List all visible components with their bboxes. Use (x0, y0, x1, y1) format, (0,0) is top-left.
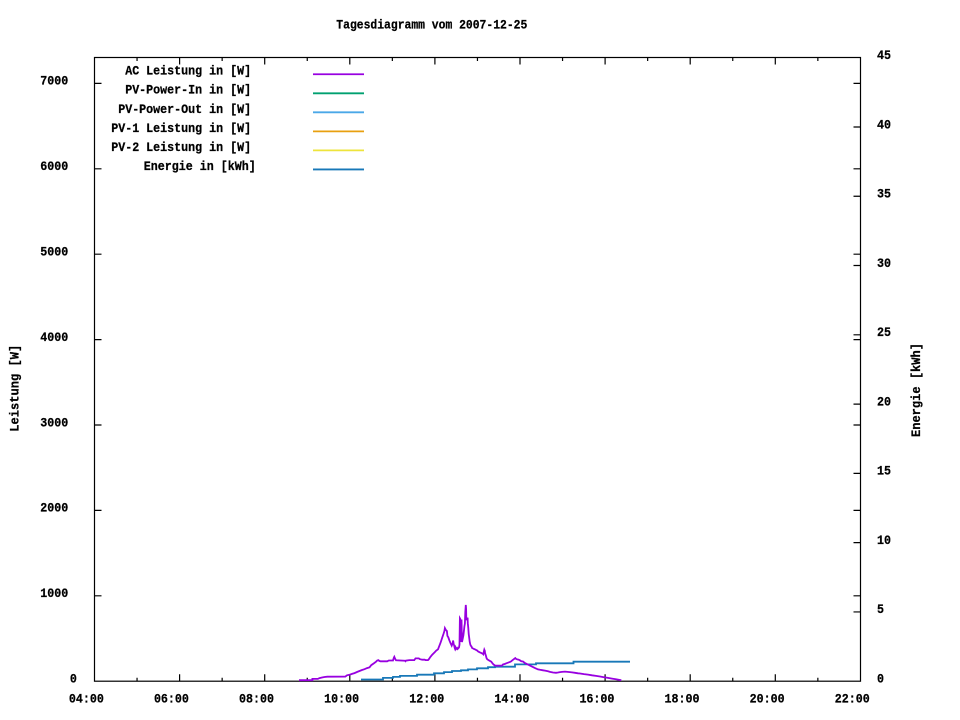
svg-text:20: 20 (877, 394, 891, 409)
svg-text:6000: 6000 (40, 159, 68, 174)
svg-text:PV-Power-Out in [W]: PV-Power-Out in [W] (118, 102, 251, 117)
svg-text:18:00: 18:00 (665, 691, 700, 706)
svg-text:Energie in [kWh]: Energie in [kWh] (144, 159, 256, 174)
svg-text:12:00: 12:00 (409, 691, 444, 706)
svg-text:08:00: 08:00 (239, 691, 274, 706)
svg-text:PV-Power-In in [W]: PV-Power-In in [W] (125, 83, 251, 98)
svg-text:04:00: 04:00 (69, 691, 104, 706)
svg-text:06:00: 06:00 (154, 691, 189, 706)
svg-text:PV-1 Leistung in [W]: PV-1 Leistung in [W] (111, 121, 251, 136)
svg-text:45: 45 (877, 48, 891, 63)
svg-text:10:00: 10:00 (324, 691, 359, 706)
svg-text:14:00: 14:00 (494, 691, 529, 706)
svg-text:25: 25 (877, 325, 891, 340)
svg-text:0: 0 (877, 672, 884, 687)
svg-text:10: 10 (877, 533, 891, 548)
svg-text:5: 5 (877, 602, 884, 617)
svg-text:PV-2 Leistung in [W]: PV-2 Leistung in [W] (111, 140, 251, 155)
svg-text:30: 30 (877, 256, 891, 271)
svg-text:7000: 7000 (40, 74, 68, 89)
svg-text:AC Leistung in [W]: AC Leistung in [W] (125, 64, 251, 79)
svg-text:4000: 4000 (40, 330, 68, 345)
svg-text:1000: 1000 (40, 586, 68, 601)
svg-text:3000: 3000 (40, 415, 68, 430)
svg-text:20:00: 20:00 (750, 691, 785, 706)
svg-text:Tagesdiagramm vom 2007-12-25: Tagesdiagramm vom 2007-12-25 (336, 18, 527, 33)
svg-text:Energie [kWh]: Energie [kWh] (909, 343, 924, 437)
svg-text:5000: 5000 (40, 245, 68, 260)
svg-text:Leistung [W]: Leistung [W] (8, 345, 23, 432)
svg-text:35: 35 (877, 187, 891, 202)
svg-text:2000: 2000 (40, 501, 68, 516)
svg-text:40: 40 (877, 117, 891, 132)
svg-text:16:00: 16:00 (579, 691, 614, 706)
svg-text:22:00: 22:00 (835, 691, 870, 706)
svg-text:0: 0 (70, 672, 77, 687)
svg-text:15: 15 (877, 464, 891, 479)
